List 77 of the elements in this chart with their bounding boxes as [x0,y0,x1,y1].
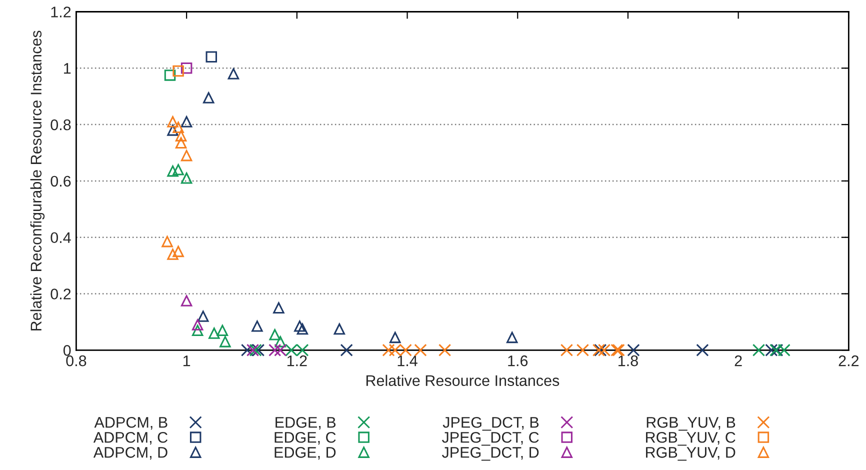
point [340,344,353,356]
x-tick-label: 1 [183,356,190,366]
point [180,295,192,306]
point [180,150,192,162]
legend-label: ADPCM, C [93,432,168,445]
point [167,116,178,128]
point [162,236,173,248]
point [167,124,178,136]
point [208,328,220,339]
point [192,324,204,336]
point [249,344,262,356]
y-tick-label: 0 [63,345,71,356]
point [206,51,218,62]
point [752,344,766,356]
point [167,248,178,260]
point [180,62,192,74]
point [197,310,209,322]
point [228,68,240,80]
point [627,344,640,356]
y-tick-label: 1.2 [51,6,71,18]
point [216,324,228,336]
point [220,336,231,348]
legend-label: EDGE, D [274,446,336,460]
legend-label: RGB_YUV, D [646,446,736,461]
point [696,344,709,356]
point [414,344,427,356]
point [296,323,308,335]
point [269,329,280,340]
point [268,344,282,356]
point [765,344,778,356]
y-tick-label: 1 [64,63,71,74]
y-tick-label: 0.4 [50,232,71,244]
legend-label: EDGE, C [274,432,336,445]
x-tick-label: 2.2 [838,355,859,366]
point [252,320,263,332]
legend-label: ADPCM, D [93,446,168,460]
point [175,130,187,142]
legend-label: EDGE, B [276,416,336,430]
y-tick-label: 0.8 [50,119,71,130]
point [192,319,204,330]
point [172,122,184,133]
point [172,164,184,176]
point [180,116,192,128]
point [294,320,306,332]
point [560,344,574,356]
y-tick-label: 0.2 [50,288,71,300]
point [203,92,214,104]
point [273,302,284,314]
point [167,165,178,177]
x-tick-label: 1.4 [398,356,418,366]
x-tick-label: 1.6 [508,355,528,366]
point [180,172,192,184]
point [246,344,260,356]
legend-label: RGB_YUV, B [646,416,736,431]
x-tick-label: 2 [734,355,742,366]
point [334,323,346,335]
y-axis-title: Relative Reconfigurable Resource Instances [30,30,45,330]
x-axis-title: Relative Resource Instances [366,374,560,386]
legend-label: JPEG_DCT, C [442,432,539,446]
point [175,137,187,149]
point [172,246,184,258]
x-tick-label: 1.2 [287,355,307,366]
legend-label: ADPCM, B [94,416,168,430]
point [382,344,395,356]
legend-label: RGB_YUV, C [646,432,736,446]
point [438,344,452,356]
point [274,344,287,356]
x-tick-label: 1.8 [618,355,638,366]
y-tick-label: 0.6 [50,176,71,187]
point [172,65,184,77]
legend-label: JPEG_DCT, D [442,446,539,461]
point [164,70,176,81]
point [506,332,518,344]
legend-label: JPEG_DCT, B [442,416,539,431]
point [274,336,286,348]
point [576,344,590,356]
point [390,332,401,344]
